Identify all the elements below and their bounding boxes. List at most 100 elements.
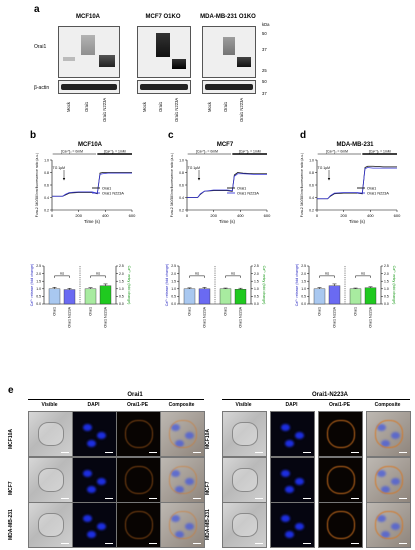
nucleus-blob xyxy=(281,470,290,477)
micro-image xyxy=(366,457,411,503)
y-tick-label: 0.8 xyxy=(309,171,314,175)
kda-mark: 50 xyxy=(262,79,267,84)
bar xyxy=(234,289,247,305)
blot-orai1-mcf7 xyxy=(137,26,191,78)
y-tick-label: 2.5 xyxy=(171,264,176,268)
y-tick-label: 1.0 xyxy=(44,158,49,162)
micro-column-header: Composite xyxy=(168,402,195,408)
y-tick-label: 0.4 xyxy=(44,196,49,200)
right-y-axis-label: Ca²⁺ entry (fold change) xyxy=(392,266,396,305)
y-tick-label-right: 2.5 xyxy=(384,264,389,268)
bar-chart: 0.0 0.0 0.5 0.5 1.0 1.0 1.5 1.5 2.0 2.0 2.5 2.5 Orai… xyxy=(30,264,131,328)
y-tick-label: 0.5 xyxy=(301,295,306,299)
x-axis-label: Time (s) xyxy=(219,219,235,224)
lane-label: Orai1 xyxy=(223,101,228,112)
y-axis-label: Fura-2 340/380nm fluorescence ratio (a.u… xyxy=(170,153,174,217)
lane-label: Orai1 N223A xyxy=(102,97,107,122)
micro-image xyxy=(28,457,73,503)
scale-bar xyxy=(61,497,69,499)
ns-bracket xyxy=(54,275,70,278)
micro-image xyxy=(72,457,117,503)
micro-image xyxy=(72,411,117,457)
scale-bar xyxy=(149,451,157,453)
trace-line-n223a xyxy=(187,173,267,198)
pe-membrane-signal xyxy=(125,511,153,539)
nucleus-blob xyxy=(285,486,294,493)
ns-bracket xyxy=(189,275,205,278)
pe-membrane-signal xyxy=(375,511,403,539)
scale-bar xyxy=(149,497,157,499)
y-tick-label: 0.2 xyxy=(44,208,49,212)
cell-outline xyxy=(38,513,64,537)
micro-column-header: Composite xyxy=(374,402,401,408)
scale-bar xyxy=(255,542,263,544)
panel-label-e: e xyxy=(8,385,14,396)
legend-label: Orai1 xyxy=(102,186,111,190)
ca1-label: [Ca²⁺]ₒ = 1mM xyxy=(239,150,261,154)
scale-bar xyxy=(193,497,201,499)
nucleus-blob xyxy=(295,523,304,530)
y-tick-label: 1.0 xyxy=(179,158,184,162)
y-tick-label: 2.0 xyxy=(301,272,306,276)
bar xyxy=(198,288,211,305)
category-label: Orai1 N223A xyxy=(333,306,337,327)
micro-image xyxy=(222,502,267,548)
scale-bar xyxy=(351,542,359,544)
bar xyxy=(328,285,341,305)
y-tick-label: 2.0 xyxy=(36,272,41,276)
micro-image xyxy=(270,411,315,457)
tg-arrow-head xyxy=(62,178,66,181)
bar-chart: 0.0 0.0 0.5 0.5 1.0 1.0 1.5 1.5 2.0 2.0 2.5 2.5 Orai… xyxy=(165,264,266,328)
ns-label: ns xyxy=(195,271,199,276)
nucleus-blob xyxy=(285,440,294,447)
bar xyxy=(183,288,196,305)
y-tick-label: 1.0 xyxy=(36,287,41,291)
y-tick-label: 0.2 xyxy=(179,208,184,212)
x-tick-label: 200 xyxy=(340,213,347,218)
blot-title-mcf7-o1ko: MCF7 O1KO xyxy=(145,14,181,20)
bar xyxy=(219,288,232,305)
bar xyxy=(349,288,362,305)
y-tick-label-right: 1.0 xyxy=(254,287,259,291)
y-tick-label: 0.0 xyxy=(36,302,41,306)
category-label: Orai1 xyxy=(354,307,358,316)
micro-image xyxy=(222,411,267,457)
panel-label-b: b xyxy=(30,130,37,141)
x-tick-label: 200 xyxy=(210,213,217,218)
micro-image xyxy=(28,502,73,548)
nucleus-blob xyxy=(295,432,304,439)
y-tick-label: 0.4 xyxy=(309,196,314,200)
scale-bar xyxy=(399,542,407,544)
micro-image xyxy=(28,411,73,457)
y-tick-label-right: 0.5 xyxy=(254,295,259,299)
x-tick-label: 0 xyxy=(186,213,189,218)
nucleus-blob xyxy=(97,478,106,485)
y-tick-label-right: 0.0 xyxy=(119,302,124,306)
micro-column-header: Visible xyxy=(235,402,252,408)
y-tick-label-right: 1.5 xyxy=(119,279,124,283)
pe-membrane-signal xyxy=(125,466,153,494)
legend-label: Orai1 N223A xyxy=(237,191,259,195)
scale-bar xyxy=(399,497,407,499)
pe-membrane-signal xyxy=(327,466,355,494)
y-tick-label: 2.5 xyxy=(36,264,41,268)
micro-row-label: MCF10A xyxy=(205,428,211,449)
micro-column-header: DAPI xyxy=(87,402,100,408)
scale-bar xyxy=(351,451,359,453)
trace-title-mcf7: MCF7 xyxy=(216,142,234,148)
kda-mark: 37 xyxy=(262,47,267,52)
x-axis-label: Time (s) xyxy=(84,219,100,224)
micro-image xyxy=(366,502,411,548)
y-tick-label: 0.0 xyxy=(301,302,306,306)
kda-mark: 37 xyxy=(262,91,267,96)
micro-image xyxy=(160,457,205,503)
lane-label: Orai1 xyxy=(84,101,89,112)
y-axis-label: Fura-2 340/380nm fluorescence ratio (a.u… xyxy=(35,153,39,217)
micro-image xyxy=(318,411,363,457)
y-tick-label: 1.0 xyxy=(309,158,314,162)
micro-row-label: MCF7 xyxy=(8,481,14,495)
left-y-axis-label: Ca²⁺ release (fold change) xyxy=(30,264,34,306)
lane-label: Mock xyxy=(207,101,212,112)
scale-bar xyxy=(193,542,201,544)
y-tick-label: 1.0 xyxy=(301,287,306,291)
